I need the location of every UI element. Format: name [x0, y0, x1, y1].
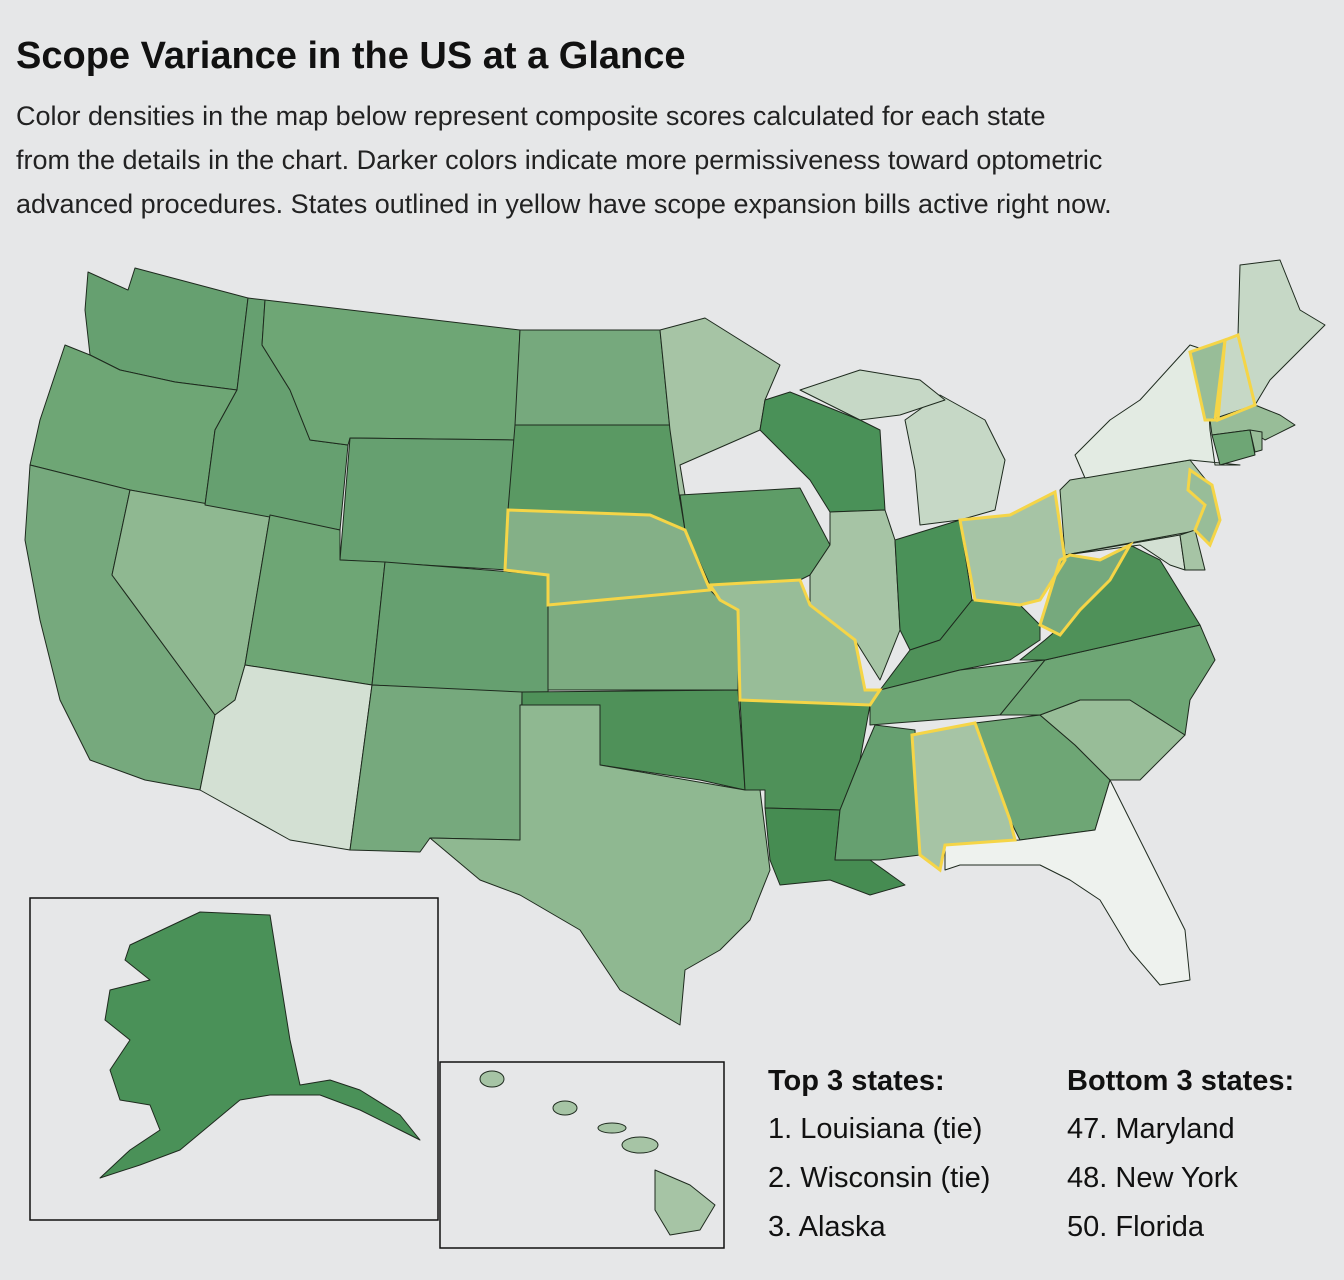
state: [904, 394, 1006, 526]
description-line: advanced procedures. States outlined in …: [16, 189, 1112, 219]
legend-item: 2. Wisconsin (tie): [768, 1162, 990, 1194]
state: [547, 589, 741, 691]
legend-item: 3. Alaska: [768, 1211, 887, 1243]
state: [339, 437, 516, 571]
legend-item: 1. Louisiana (tie): [768, 1113, 982, 1145]
state: [759, 391, 886, 513]
state-hawaii: [479, 1070, 505, 1088]
description-line: from the details in the chart. Darker co…: [16, 145, 1102, 175]
title: Scope Variance in the US at a Glance: [16, 35, 686, 77]
bill-outline: [1186, 467, 1222, 548]
state: [879, 599, 1041, 691]
state: [1237, 259, 1326, 406]
legend-heading: Bottom 3 states:: [1067, 1065, 1294, 1097]
bill-outline: [910, 721, 1017, 873]
state-hawaii: [621, 1136, 659, 1154]
alaska-inset: [29, 897, 439, 1221]
state-hawaii: [552, 1100, 578, 1116]
state: [1211, 429, 1256, 466]
state: [944, 779, 1191, 986]
bill-outline: [503, 508, 713, 607]
bill-outline: [707, 578, 883, 707]
state: [659, 317, 781, 501]
hawaii-inset: [439, 1061, 725, 1249]
legend-item: 48. New York: [1067, 1162, 1238, 1194]
state: [1249, 429, 1263, 453]
description-line: Color densities in the map below represe…: [16, 101, 1046, 131]
state-hawaii: [597, 1122, 627, 1134]
state: [834, 724, 921, 861]
bill-outline: [1216, 332, 1257, 423]
state-hawaii: [654, 1169, 716, 1236]
bill-outline: [1188, 337, 1227, 422]
state: [349, 684, 523, 853]
state: [1179, 529, 1206, 571]
bill-outline: [1038, 541, 1134, 637]
state: [514, 329, 671, 431]
state: [429, 704, 771, 1026]
state: [809, 509, 901, 681]
legend-item: 50. Florida: [1067, 1211, 1205, 1243]
state: [799, 369, 946, 421]
us-map: [24, 259, 1326, 1026]
state-alaska: [99, 911, 421, 1179]
state: [371, 561, 551, 696]
legend-heading: Top 3 states:: [768, 1065, 945, 1097]
legend-item: 47. Maryland: [1067, 1113, 1235, 1145]
